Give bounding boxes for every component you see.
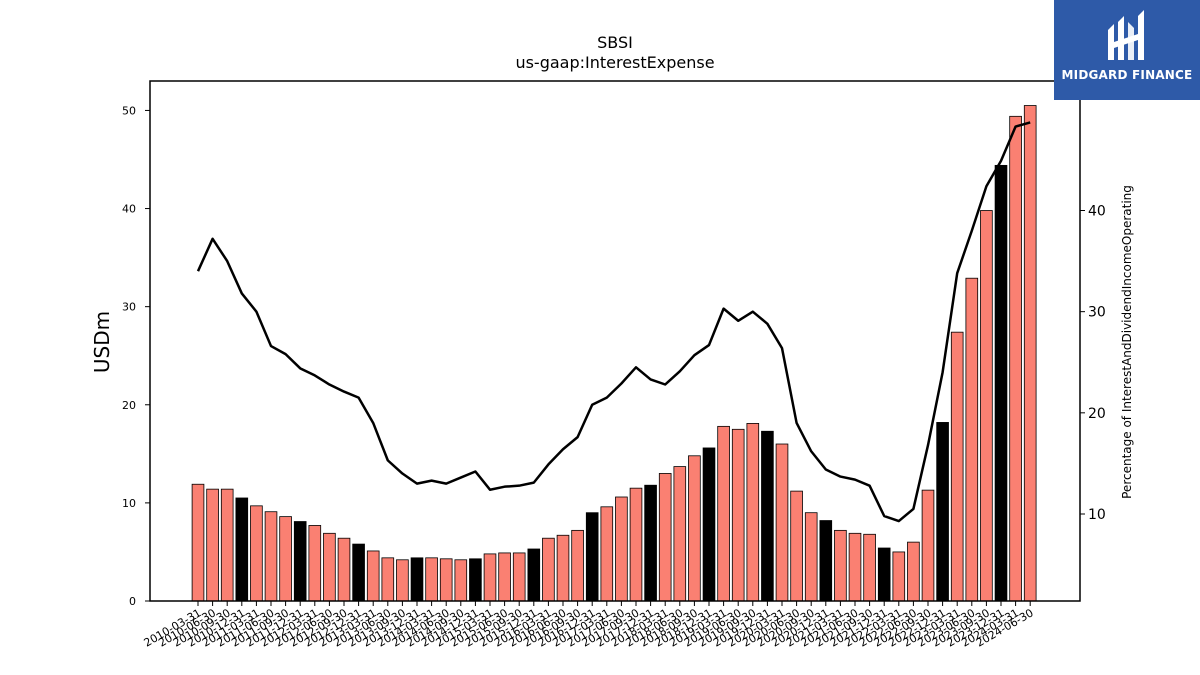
y2-tick-label: 40	[1088, 203, 1106, 219]
x-tick-labels: 2010-03-312010-06-302010-09-302010-12-31…	[142, 601, 1036, 650]
bar-2012-06-30	[323, 532, 336, 602]
y-tick-label: 0	[129, 595, 136, 608]
y-tick-label: 30	[122, 301, 136, 314]
bar-2015-06-30	[498, 552, 511, 602]
y-tick-label: 40	[122, 203, 136, 216]
y-axis-label: USDm	[90, 311, 114, 373]
bar-2023-12-31	[994, 164, 1008, 602]
bar-2020-09-30	[804, 512, 818, 602]
bar-2021-06-30	[848, 532, 862, 602]
y2-tick-label: 30	[1088, 305, 1106, 321]
y2-tick-label: 10	[1088, 507, 1106, 523]
bar-2013-06-30	[381, 557, 395, 602]
bar-2020-06-30	[790, 490, 803, 602]
bar-2011-12-31	[293, 521, 307, 602]
bar-2014-09-30	[454, 559, 468, 602]
bar-2011-06-30	[264, 511, 278, 602]
bar-2010-12-31	[235, 497, 249, 602]
bar-2015-03-31	[483, 553, 497, 602]
bar-2021-09-30	[863, 533, 876, 602]
midgard-logo-icon	[1108, 10, 1144, 60]
bar-2010-06-30	[206, 488, 219, 602]
bar-2018-06-30	[673, 466, 687, 602]
bar-2016-12-31	[585, 512, 599, 602]
bar-series	[191, 105, 1037, 602]
bar-2019-06-30	[731, 428, 745, 602]
bar-2017-03-31	[600, 506, 614, 602]
bar-2017-09-30	[629, 487, 643, 602]
bar-2011-09-30	[279, 516, 292, 602]
ratio-line	[196, 121, 1031, 523]
y2-axis-label: Percentage of InterestAndDividendIncomeO…	[1120, 185, 1134, 499]
bar-2013-09-30	[396, 559, 409, 602]
bar-2023-09-30	[980, 210, 993, 602]
bar-2012-12-31	[352, 543, 365, 602]
bar-2017-06-30	[615, 496, 628, 602]
bar-2010-03-31	[191, 483, 205, 602]
midgard-finance-logo: MIDGARD FINANCE	[1054, 0, 1200, 100]
bar-2021-12-31	[877, 547, 891, 602]
bar-2016-09-30	[571, 529, 584, 602]
bar-2024-06-30	[1023, 105, 1037, 602]
bar-2019-09-30	[746, 423, 760, 602]
bar-2013-03-31	[366, 550, 380, 602]
bar-2019-03-31	[717, 425, 730, 602]
bar-2024-03-31	[1009, 115, 1022, 602]
bar-2014-06-30	[439, 558, 453, 602]
bar-2017-12-31	[644, 484, 657, 602]
bar-2019-12-31	[761, 430, 774, 602]
y-tick-label: 20	[122, 399, 136, 412]
bar-2018-03-31	[658, 473, 672, 602]
axes: 0 10 20 30 40 50 10 20 30 40	[122, 80, 1106, 608]
chart-subtitle: us-gaap:InterestExpense	[515, 53, 714, 72]
bar-2014-12-31	[469, 558, 482, 602]
bar-2018-09-30	[688, 455, 701, 602]
bar-2020-12-31	[819, 520, 833, 602]
line-series	[196, 121, 1031, 523]
bar-2022-03-31	[892, 551, 906, 602]
bar-2018-12-31	[702, 447, 716, 602]
bar-2014-03-31	[425, 557, 438, 602]
bar-2021-03-31	[834, 529, 847, 602]
y2-tick-label: 20	[1088, 406, 1106, 422]
bar-2012-09-30	[337, 537, 351, 602]
bar-2015-12-31	[527, 548, 541, 602]
bar-2022-12-31	[936, 422, 949, 602]
bar-2010-09-30	[220, 488, 234, 602]
bar-2023-03-31	[950, 331, 964, 602]
bar-2016-03-31	[542, 537, 555, 602]
bar-2020-03-31	[775, 443, 789, 602]
bar-2011-03-31	[250, 505, 263, 602]
chart-title: SBSI	[597, 33, 633, 52]
logo-text: MIDGARD FINANCE	[1061, 68, 1193, 82]
bar-2016-06-30	[556, 534, 570, 602]
bar-2022-09-30	[921, 489, 935, 602]
y-tick-label: 50	[122, 104, 136, 117]
y-tick-label: 10	[122, 497, 136, 510]
bar-2015-09-30	[512, 552, 526, 602]
plot-frame	[149, 80, 1081, 602]
bar-2023-06-30	[965, 277, 979, 602]
bar-2013-12-31	[410, 557, 424, 602]
bar-2012-03-31	[308, 525, 322, 602]
bar-2022-06-30	[907, 541, 920, 602]
